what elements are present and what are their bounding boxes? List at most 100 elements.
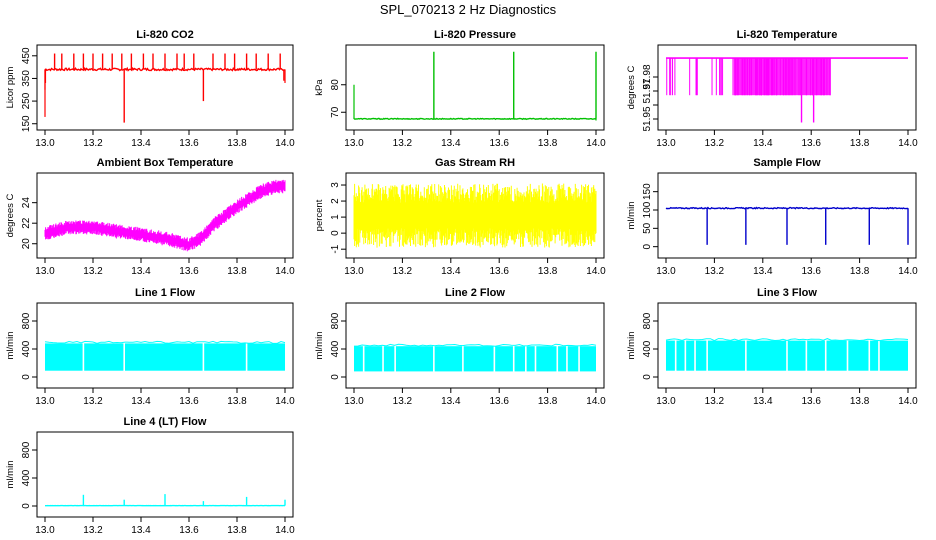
series-flow-gap bbox=[868, 339, 871, 372]
series-flow-gap bbox=[245, 342, 248, 372]
x-tick-label: 13.0 bbox=[35, 266, 55, 277]
y-tick-label: 24 bbox=[21, 197, 32, 209]
series-flow-edge bbox=[44, 340, 286, 344]
y-axis-label: percent bbox=[314, 199, 325, 231]
y-tick-label: 2 bbox=[330, 198, 341, 204]
series-flow-gap bbox=[512, 345, 515, 373]
y-tick-label: 400 bbox=[642, 340, 653, 357]
x-tick-label: 13.8 bbox=[538, 138, 558, 149]
x-tick-label: 13.0 bbox=[35, 396, 55, 407]
chart-sample: Sample Flow 13.0 13.2 13.4 13.6 13.8 14.0 0 50 10… bbox=[626, 157, 918, 277]
series-flow-gap bbox=[878, 339, 880, 372]
chart-co2: Li-820 CO2 13.0 13.2 13.4 13.6 13.8 14.0 150 250… bbox=[5, 29, 295, 149]
series-flow-gap bbox=[202, 342, 205, 372]
chart-title: Line 3 Flow bbox=[757, 287, 817, 299]
series-noise-band bbox=[44, 179, 286, 252]
y-axis-label: ml/min bbox=[5, 461, 16, 489]
chart-ambient: Ambient Box Temperature 13.0 13.2 13.4 13.6 1… bbox=[5, 157, 295, 277]
y-tick-label: 0 bbox=[330, 374, 341, 380]
x-tick-label: 13.4 bbox=[131, 525, 151, 536]
x-tick-label: 13.2 bbox=[83, 396, 103, 407]
plot-frame bbox=[36, 44, 294, 131]
chart-title: Line 4 (LT) Flow bbox=[124, 416, 207, 428]
x-tick-label: 13.2 bbox=[705, 396, 725, 407]
x-tick-label: 13.0 bbox=[344, 138, 364, 149]
x-tick-label: 13.0 bbox=[344, 396, 364, 407]
y-axis-label: degrees C bbox=[626, 65, 637, 109]
x-tick-label: 13.0 bbox=[656, 138, 676, 149]
chart-title: Li-820 Pressure bbox=[434, 29, 516, 41]
x-tick-label: 13.4 bbox=[441, 396, 461, 407]
x-tick-label: 14.0 bbox=[275, 138, 295, 149]
x-tick-label: 14.0 bbox=[898, 266, 918, 277]
plot-frame bbox=[345, 44, 605, 131]
y-tick-label: 51.98 bbox=[642, 64, 653, 89]
chart-title: Line 1 Flow bbox=[135, 287, 195, 299]
x-tick-label: 13.4 bbox=[753, 138, 773, 149]
series-flow-gap bbox=[684, 339, 687, 372]
x-tick-label: 13.2 bbox=[83, 266, 103, 277]
x-tick-label: 13.6 bbox=[179, 396, 199, 407]
y-tick-label: 800 bbox=[330, 312, 341, 329]
x-tick-label: 13.8 bbox=[850, 138, 870, 149]
series-flow-gap bbox=[394, 345, 396, 373]
chart-rh: Gas Stream RH 13.0 13.2 13.4 13.6 13.8 14.0 -1 0… bbox=[314, 157, 606, 277]
x-tick-label: 13.8 bbox=[227, 138, 247, 149]
series-flow-gap bbox=[82, 342, 85, 372]
x-tick-label: 14.0 bbox=[898, 138, 918, 149]
x-tick-label: 13.6 bbox=[801, 138, 821, 149]
series-flow-gap bbox=[462, 345, 464, 373]
x-tick-label: 14.0 bbox=[586, 138, 606, 149]
y-axis-label: ml/min bbox=[314, 332, 325, 360]
y-tick-label: 800 bbox=[21, 441, 32, 458]
series-flow-gap bbox=[123, 342, 125, 372]
chart-pressure: Li-820 Pressure 13.0 13.2 13.4 13.6 13.8 14.0 7… bbox=[314, 29, 606, 149]
x-tick-label: 13.2 bbox=[83, 525, 103, 536]
series-flow-gap bbox=[846, 339, 849, 372]
series-flow-gap bbox=[525, 345, 527, 373]
y-tick-label: 80 bbox=[330, 79, 341, 91]
series-flow-block bbox=[354, 346, 596, 372]
x-tick-label: 13.4 bbox=[441, 138, 461, 149]
y-tick-label: 0 bbox=[21, 503, 32, 509]
x-tick-label: 13.8 bbox=[850, 396, 870, 407]
x-tick-label: 13.8 bbox=[850, 266, 870, 277]
series-flow-edge bbox=[353, 343, 597, 347]
x-tick-label: 13.0 bbox=[35, 138, 55, 149]
series-flow-block bbox=[45, 343, 285, 371]
chart-title: Li-820 Temperature bbox=[737, 29, 838, 41]
y-tick-label: 51.97 bbox=[642, 78, 653, 103]
y-tick-label: 0 bbox=[330, 230, 341, 236]
y-tick-label: 0 bbox=[21, 374, 32, 380]
x-tick-label: 13.2 bbox=[705, 138, 725, 149]
chart-title: Gas Stream RH bbox=[435, 157, 515, 169]
y-tick-label: 1 bbox=[330, 214, 341, 220]
series-baseline bbox=[353, 117, 597, 121]
chart-title: Li-820 CO2 bbox=[136, 29, 193, 41]
chart-line4: Line 4 (LT) Flow 13.0 13.2 13.4 13.6 13.8 14.0… bbox=[5, 416, 295, 536]
series-flow-gap bbox=[362, 345, 365, 373]
y-tick-label: 51.95 bbox=[642, 106, 653, 131]
x-tick-label: 13.2 bbox=[705, 266, 725, 277]
y-tick-label: 50 bbox=[642, 222, 653, 234]
x-tick-label: 13.6 bbox=[489, 266, 509, 277]
page-title: SPL_070213 2 Hz Diagnostics bbox=[379, 2, 557, 17]
plot-frame bbox=[36, 302, 294, 389]
y-tick-label: 150 bbox=[21, 115, 32, 132]
y-tick-label: 22 bbox=[21, 217, 32, 229]
x-tick-label: 13.6 bbox=[179, 525, 199, 536]
series-flow-gap bbox=[433, 345, 435, 373]
x-tick-label: 13.6 bbox=[179, 138, 199, 149]
series-flow-gap bbox=[805, 339, 808, 372]
y-tick-label: 800 bbox=[21, 312, 32, 329]
series-flow-gap bbox=[694, 339, 696, 372]
x-tick-label: 13.8 bbox=[227, 525, 247, 536]
x-tick-label: 13.4 bbox=[131, 138, 151, 149]
y-tick-label: 400 bbox=[21, 340, 32, 357]
x-tick-label: 13.6 bbox=[801, 266, 821, 277]
x-tick-label: 13.8 bbox=[227, 396, 247, 407]
x-tick-label: 14.0 bbox=[586, 266, 606, 277]
y-tick-label: 350 bbox=[21, 70, 32, 87]
x-tick-label: 13.6 bbox=[179, 266, 199, 277]
